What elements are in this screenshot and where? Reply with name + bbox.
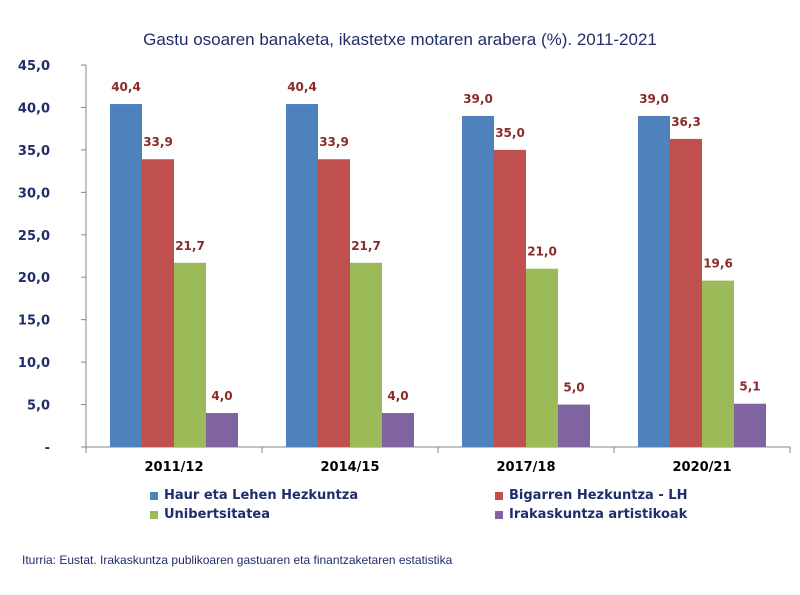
data-label: 35,0 — [495, 126, 525, 140]
legend-swatch — [495, 510, 503, 519]
data-labels-group: 40,4 33,9 21,7 4,0 40,4 33,9 21,7 4,0 39,0 35,0 21… — [111, 80, 760, 403]
y-tick-label: 45,0 — [18, 59, 50, 74]
chart-title: Gastu osoaren banaketa, ikastetxe motare… — [143, 30, 657, 49]
data-label: 21,7 — [175, 239, 205, 253]
bar — [110, 104, 142, 447]
y-tick-label: 25,0 — [18, 229, 50, 244]
data-label: 40,4 — [287, 80, 317, 94]
data-label: 21,0 — [527, 245, 557, 259]
y-tick-label: 5,0 — [27, 399, 50, 414]
data-label: 33,9 — [319, 135, 349, 149]
source-note: Iturria: Eustat. Irakaskuntza publikoare… — [22, 553, 453, 567]
legend-item-irakaskuntza-artistikoak: Irakaskuntza artistikoak — [495, 507, 687, 522]
data-label: 5,1 — [739, 380, 760, 394]
bar — [638, 115, 670, 447]
y-tick-label: 20,0 — [18, 271, 50, 286]
legend-swatch — [495, 491, 503, 500]
bars-group — [110, 104, 766, 447]
bar — [558, 404, 590, 447]
data-label: 4,0 — [211, 389, 232, 403]
data-label: 40,4 — [111, 80, 141, 94]
bar — [350, 262, 382, 447]
legend-label: Haur eta Lehen Hezkuntza — [164, 488, 359, 503]
legend-swatch — [150, 510, 158, 519]
x-tick-label: 2017/18 — [496, 460, 555, 475]
legend-item-unibertsitatea: Unibertsitatea — [150, 507, 270, 522]
bar — [142, 159, 174, 447]
legend-label: Irakaskuntza artistikoak — [509, 507, 688, 522]
legend-label: Bigarren Hezkuntza - LH — [509, 488, 688, 503]
bar — [462, 115, 494, 447]
x-axis: 2011/12 2014/15 2017/18 2020/21 — [85, 446, 791, 475]
bar — [206, 413, 238, 447]
bar-chart: - 5,0 10,0 15,0 20,0 25,0 30,0 35,0 40,0 45,0 201… — [18, 59, 791, 475]
bar — [670, 138, 702, 447]
data-label: 19,6 — [703, 257, 733, 271]
data-label: 5,0 — [563, 381, 584, 395]
y-tick-label: 10,0 — [18, 356, 50, 371]
x-tick-label: 2020/21 — [672, 460, 731, 475]
legend-item-bigarren: Bigarren Hezkuntza - LH — [495, 488, 687, 503]
bar — [286, 104, 318, 447]
data-label: 39,0 — [463, 92, 493, 106]
data-label: 36,3 — [671, 115, 701, 129]
legend-label: Unibertsitatea — [164, 507, 270, 522]
data-label: 39,0 — [639, 92, 669, 106]
y-tick-label: 35,0 — [18, 144, 50, 159]
data-label: 33,9 — [143, 135, 173, 149]
x-tick-label: 2014/15 — [320, 460, 379, 475]
bar — [526, 268, 558, 447]
bar — [702, 280, 734, 447]
legend-item-haur-lehen: Haur eta Lehen Hezkuntza — [150, 488, 358, 503]
bar — [318, 159, 350, 447]
y-tick-label: 30,0 — [18, 186, 50, 201]
y-axis: - 5,0 10,0 15,0 20,0 25,0 30,0 35,0 40,0 45,0 — [18, 59, 87, 456]
x-tick-label: 2011/12 — [144, 460, 203, 475]
legend-swatch — [150, 491, 158, 500]
y-tick-label: 40,0 — [18, 101, 50, 116]
bar — [174, 262, 206, 447]
data-label: 4,0 — [387, 389, 408, 403]
data-label: 21,7 — [351, 239, 381, 253]
bar — [382, 413, 414, 447]
bar — [494, 149, 526, 447]
y-tick-label: 15,0 — [18, 314, 50, 329]
bar — [734, 403, 766, 447]
y-tick-label: - — [45, 441, 50, 456]
